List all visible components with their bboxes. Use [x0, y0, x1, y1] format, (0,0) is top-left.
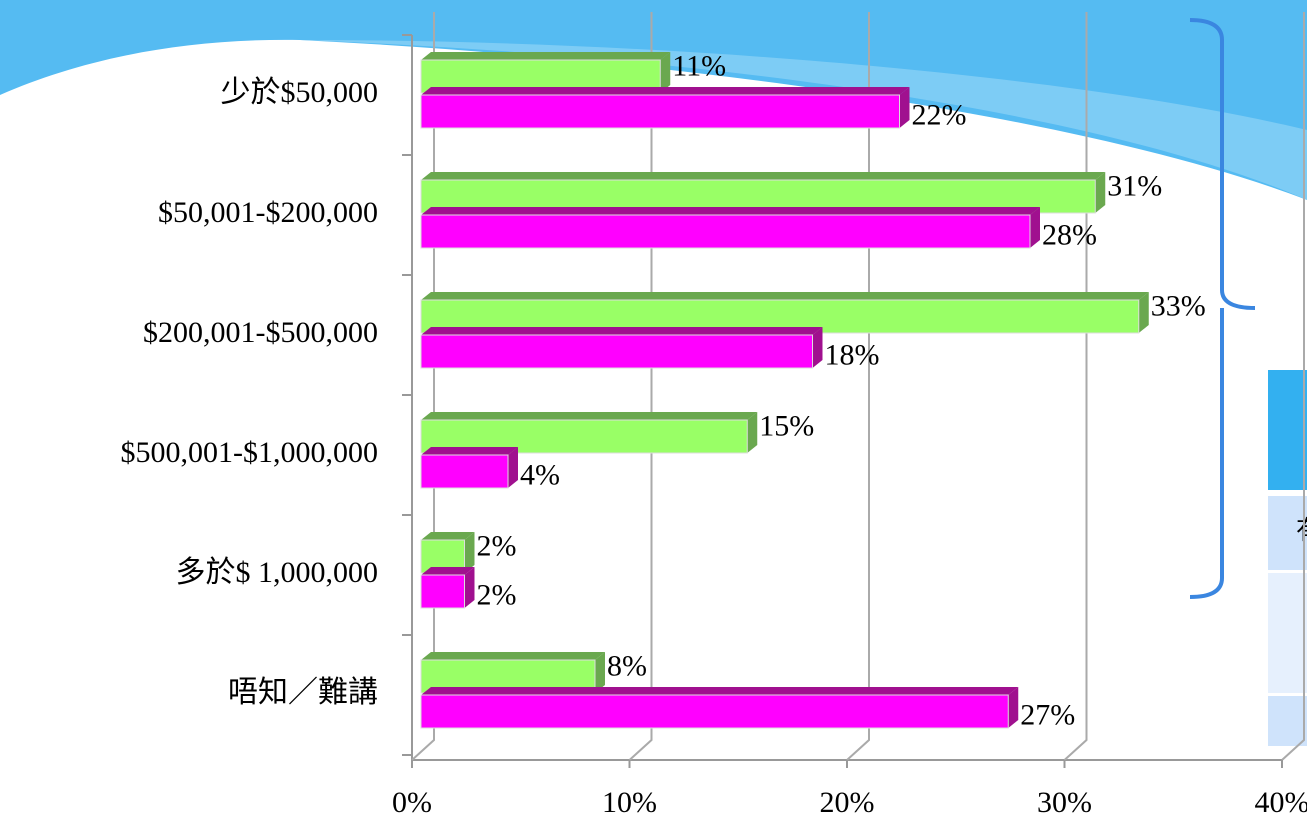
- bar-top: [421, 52, 671, 60]
- bar-top: [421, 207, 1040, 215]
- x-tick-label: 0%: [392, 786, 432, 819]
- bar-top: [421, 567, 475, 575]
- value-label: 2%: [477, 529, 517, 562]
- bar-top: [421, 292, 1149, 300]
- bar-side: [464, 567, 475, 608]
- grid-line: [846, 12, 870, 761]
- background-wave: [0, 0, 1307, 200]
- x-tick-label: 10%: [602, 786, 657, 819]
- bar-top: [421, 652, 605, 660]
- value-label: 27%: [1020, 698, 1075, 731]
- value-label: 15%: [759, 409, 814, 442]
- bar: [420, 694, 1009, 729]
- x-tick-label: 30%: [1037, 786, 1092, 819]
- y-tick-label: $50,001-$200,000: [158, 196, 378, 229]
- grid-line: [1063, 12, 1088, 761]
- value-label: 33%: [1151, 289, 1206, 322]
- y-tick-label: 少於$50,000: [221, 76, 379, 109]
- bar: [420, 334, 813, 369]
- bar-side: [464, 532, 475, 573]
- value-label: 2%: [477, 578, 517, 611]
- value-label: 22%: [912, 98, 967, 131]
- bar-side: [660, 52, 671, 93]
- table-row: [1268, 696, 1307, 746]
- value-label: 28%: [1042, 218, 1097, 251]
- bar: [420, 454, 509, 489]
- bar-side: [1030, 207, 1040, 248]
- bar-top: [421, 447, 518, 455]
- bar: [420, 214, 1031, 249]
- bar-side: [1138, 292, 1149, 333]
- grid-line: [628, 12, 653, 761]
- value-label: 11%: [672, 49, 726, 82]
- grid-line: [411, 12, 435, 761]
- bar-side: [595, 652, 605, 693]
- table-row: [1268, 496, 1307, 570]
- bar-side: [508, 447, 518, 488]
- background-wave-light: [300, 40, 1307, 200]
- y-tick-label: $200,001-$500,000: [143, 316, 378, 349]
- value-label: 31%: [1107, 169, 1162, 202]
- value-label: 18%: [825, 338, 880, 371]
- chart: 0% 10% 20% 30% 40% 少於$50,000 11% 22% $50,001-$20…: [121, 12, 1307, 819]
- bracket: [1189, 18, 1256, 599]
- y-tick-label: 唔知／難講: [228, 676, 378, 709]
- value-label: 4%: [520, 458, 560, 491]
- bar-side: [747, 412, 758, 453]
- x-tick-label: 40%: [1255, 786, 1307, 819]
- bar-side: [1095, 172, 1106, 213]
- bar: [420, 94, 900, 129]
- grid-line: [1281, 12, 1305, 761]
- bar-top: [421, 412, 758, 420]
- table-row: [1268, 573, 1307, 693]
- bar-top: [421, 532, 475, 540]
- bar-side: [899, 87, 910, 128]
- bar-top: [421, 327, 823, 335]
- bar-top: [421, 687, 1019, 695]
- bar-side: [1008, 687, 1019, 728]
- value-label: 8%: [607, 649, 647, 682]
- bar-side: [812, 327, 823, 368]
- table-cell: 有: [1296, 516, 1307, 545]
- bar-top: [421, 87, 910, 95]
- table-header: [1268, 370, 1307, 490]
- bar: [420, 574, 465, 609]
- x-tick-label: 20%: [820, 786, 875, 819]
- y-tick-label: 多於$ 1,000,000: [176, 556, 379, 589]
- y-tick-label: $500,001-$1,000,000: [121, 436, 379, 469]
- bar-top: [421, 172, 1106, 180]
